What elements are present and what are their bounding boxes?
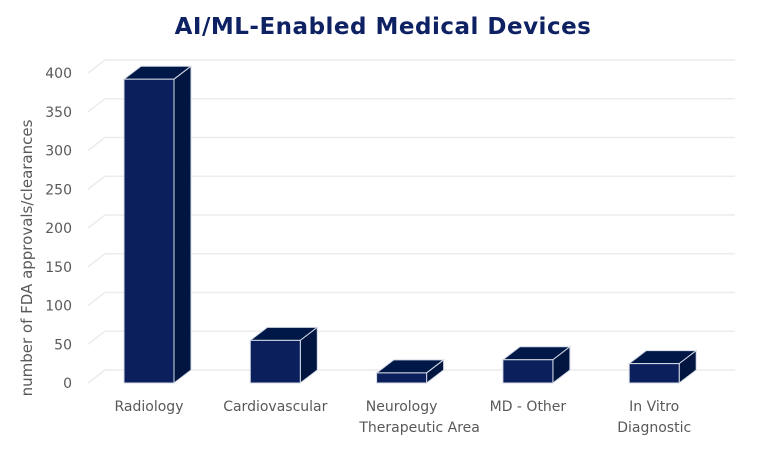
gridline <box>87 291 735 307</box>
gridlines <box>87 59 735 384</box>
y-tick-label: 350 <box>45 105 72 121</box>
x-tick-label: MD - Other <box>490 399 567 415</box>
x-tick-label-line: Radiology <box>115 399 184 415</box>
x-tick-label-line: MD - Other <box>490 399 567 415</box>
x-tick-label-line: Therapeutic Area <box>358 420 480 436</box>
bar-1 <box>248 326 319 385</box>
y-tick-label: 0 <box>63 376 72 392</box>
bar <box>123 78 175 384</box>
x-tick-label: In Vitro Diagnostic <box>617 399 691 436</box>
y-axis-label: number of FDA approvals/clearances <box>18 119 36 396</box>
gridline <box>87 136 735 152</box>
bar <box>249 339 301 384</box>
y-tick-label: 300 <box>45 144 72 160</box>
chart-title: AI/ML-Enabled Medical Devices <box>174 14 592 40</box>
x-tick-label-line: Cardiovascular <box>223 399 327 415</box>
gridline <box>87 98 735 113</box>
gridline <box>87 59 735 74</box>
x-tick-label: Neurology Therapeutic Area <box>358 399 480 436</box>
x-tick-label-line: Neurology <box>366 399 438 415</box>
y-tick-label: 100 <box>45 299 72 315</box>
y-tick-label: 250 <box>45 182 72 198</box>
x-tick-label: Radiology <box>115 399 184 415</box>
y-tick-label: 200 <box>45 221 72 237</box>
y-tick-label: 400 <box>45 66 72 82</box>
gridline <box>87 253 735 268</box>
bar <box>376 372 428 384</box>
y-tick-label: 150 <box>45 260 72 276</box>
x-tick-label-line: In Vitro <box>629 399 679 415</box>
x-axis-labels: Radiology Cardiovascular Neurology Therapeu… <box>115 399 692 436</box>
bar-side <box>173 65 192 385</box>
bar-4 <box>627 349 698 385</box>
gridline <box>87 330 735 345</box>
bar-0 <box>122 65 193 385</box>
bar-2 <box>375 358 446 385</box>
y-axis-ticks: 0 50 100 150 200 250 300 350 400 <box>45 66 72 392</box>
gridline <box>87 214 735 229</box>
bar <box>628 363 680 384</box>
gridline <box>87 175 735 190</box>
bars <box>122 65 698 385</box>
y-tick-label: 50 <box>54 337 72 353</box>
x-tick-label: Cardiovascular <box>223 399 327 415</box>
x-tick-label-line: Diagnostic <box>617 420 691 436</box>
bar <box>502 359 554 384</box>
bar-3 <box>501 345 572 385</box>
